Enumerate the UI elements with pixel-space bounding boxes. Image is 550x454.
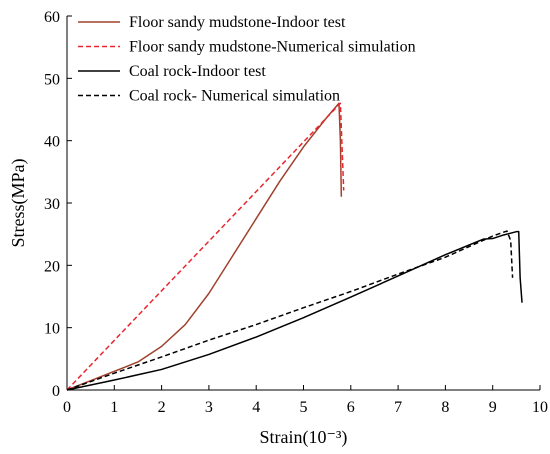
plot-area: 0 1 2 3 4 5 6 7 8 9 10 0 10 20 30 40 50 60 <box>44 9 548 416</box>
series-line-floor-sandy-mudstone-indoor-test <box>66 102 343 391</box>
x-tick-label: 4 <box>252 399 260 416</box>
series-line-coal-rock-numerical-simulation <box>66 230 514 391</box>
legend-label: Floor sandy mudstone-Numerical simulatio… <box>129 39 416 56</box>
legend-label: Floor sandy mudstone-Indoor test <box>129 14 346 31</box>
legend-label: Coal rock- Numerical simulation <box>129 88 340 105</box>
y-tick-label: 20 <box>44 258 60 275</box>
x-tick-label: 7 <box>394 399 402 416</box>
y-tick-label: 10 <box>44 321 60 338</box>
legend-label: Coal rock-Indoor test <box>129 63 266 80</box>
legend: Floor sandy mudstone-Indoor test Floor sa… <box>78 14 416 105</box>
y-tick-label: 40 <box>44 134 60 151</box>
y-tick-label: 50 <box>44 71 60 88</box>
x-tick-label: 10 <box>532 399 548 416</box>
y-tick-label: 30 <box>44 196 60 213</box>
series-lines <box>66 102 523 391</box>
x-tick-label: 8 <box>441 399 449 416</box>
x-tick-label: 5 <box>300 399 308 416</box>
y-axis-title: Stress(MPa) <box>8 158 29 247</box>
series-line-floor-sandy-mudstone-numerical-simulation <box>66 102 345 391</box>
x-tick-label: 1 <box>110 399 118 416</box>
x-axis-title: Strain(10⁻³) <box>260 427 348 448</box>
y-tick-label: 0 <box>52 383 60 400</box>
x-tick-label: 2 <box>158 399 166 416</box>
x-tick-label: 3 <box>205 399 213 416</box>
x-tick-label: 9 <box>489 399 497 416</box>
y-axis-ticks: 0 10 20 30 40 50 60 <box>44 9 72 400</box>
y-tick-label: 60 <box>44 9 60 26</box>
x-tick-label: 0 <box>63 399 71 416</box>
x-tick-label: 6 <box>347 399 355 416</box>
x-axis-ticks: 0 1 2 3 4 5 6 7 8 9 10 <box>63 385 548 416</box>
